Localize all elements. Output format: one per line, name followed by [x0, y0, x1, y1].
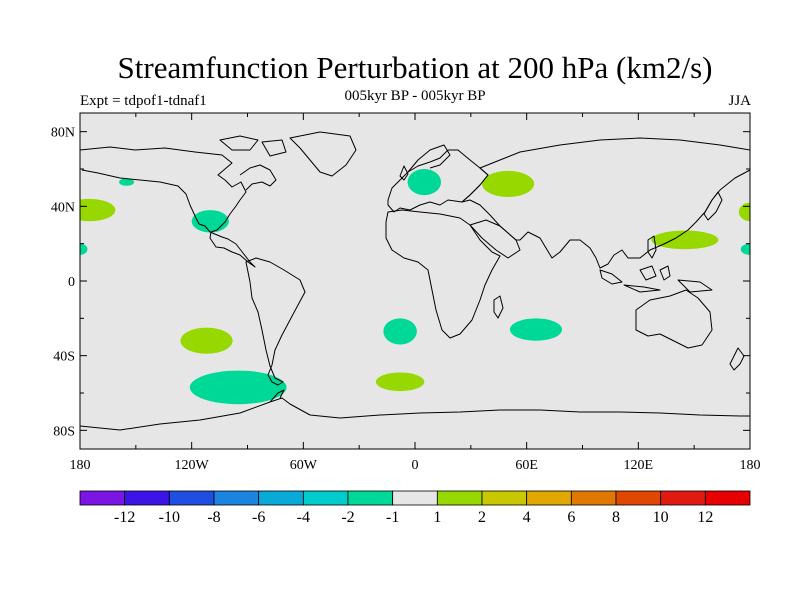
lat-tick-label: 80N [51, 126, 75, 141]
colorbar-swatch [570, 490, 617, 506]
colorbar-label: 2 [478, 509, 486, 526]
colorbar-swatch [436, 490, 483, 506]
colorbar-label: -10 [159, 509, 180, 526]
colorbar-label: 6 [567, 509, 575, 526]
plot-background [80, 113, 750, 449]
colorbar-label: -1 [386, 509, 399, 526]
anomaly-contours [80, 169, 750, 405]
colorbar-swatch [392, 490, 438, 506]
colorbar-swatch [615, 490, 662, 506]
experiment-label: Expt = tdpof1-tdnaf1 [80, 93, 207, 109]
anomaly-positive [180, 327, 233, 354]
anomaly-positive [738, 202, 750, 222]
anomaly-negative [383, 318, 417, 345]
lon-tick-label: 180 [70, 458, 91, 473]
colorbar-swatch [526, 490, 572, 506]
colorbar-swatch [660, 490, 706, 506]
colorbar-label: 10 [653, 509, 669, 526]
anomaly-positive [80, 198, 116, 222]
colorbar-label: -6 [252, 509, 265, 526]
coastlines [80, 131, 750, 431]
colorbar-label: -2 [341, 509, 354, 526]
colorbar-label: 4 [523, 509, 531, 526]
colorbar-label: 8 [612, 509, 620, 526]
lat-tick-label: 40N [51, 200, 75, 215]
lon-tick-label: 180 [740, 458, 761, 473]
anomaly-negative [740, 243, 750, 255]
lon-tick-label: 60W [290, 458, 318, 473]
colorbar-swatch [481, 490, 528, 506]
season-label: JJA [728, 93, 751, 109]
anomaly-positive [651, 230, 719, 250]
colorbar-label: -8 [207, 509, 220, 526]
anomaly-positive [482, 170, 535, 197]
anomaly-positive [375, 372, 425, 392]
lon-tick-label: 0 [412, 458, 419, 473]
colorbar-swatch [124, 490, 170, 506]
subtitle: 005kyr BP - 005kyr BP [344, 88, 486, 104]
colorbar-swatch [302, 490, 349, 506]
lon-tick-label: 120W [175, 458, 210, 473]
page-title: Streamfunction Perturbation at 200 hPa (… [117, 50, 713, 85]
axes: 80N 40N 0 40S 80S 180 120W 60W 0 60E 120E 180 [51, 113, 761, 473]
colorbar-label: 12 [697, 509, 713, 526]
anomaly-negative [407, 169, 442, 196]
colorbar-swatch [213, 490, 260, 506]
lat-tick-label: 40S [53, 350, 75, 365]
anomaly-negative [119, 178, 134, 186]
colorbar-swatch [79, 490, 126, 506]
colorbar-swatch [168, 490, 215, 506]
colorbar-swatch [347, 490, 394, 506]
anomaly-negative [509, 318, 563, 341]
lon-tick-label: 120E [624, 458, 654, 473]
anomaly-negative [80, 243, 88, 255]
anomaly-negative [189, 370, 287, 405]
colorbar-swatch [258, 490, 304, 506]
colorbar: -12 -10 -8 -6 -4 -2 -1 1 2 4 6 8 10 12 [79, 490, 751, 526]
colorbar-label: -4 [297, 509, 310, 526]
lat-tick-label: 80S [53, 424, 75, 439]
lat-tick-label: 0 [68, 275, 75, 290]
colorbar-label: -12 [114, 509, 135, 526]
colorbar-swatch [704, 490, 751, 506]
colorbar-label: 1 [433, 509, 441, 526]
lon-tick-label: 60E [515, 458, 538, 473]
